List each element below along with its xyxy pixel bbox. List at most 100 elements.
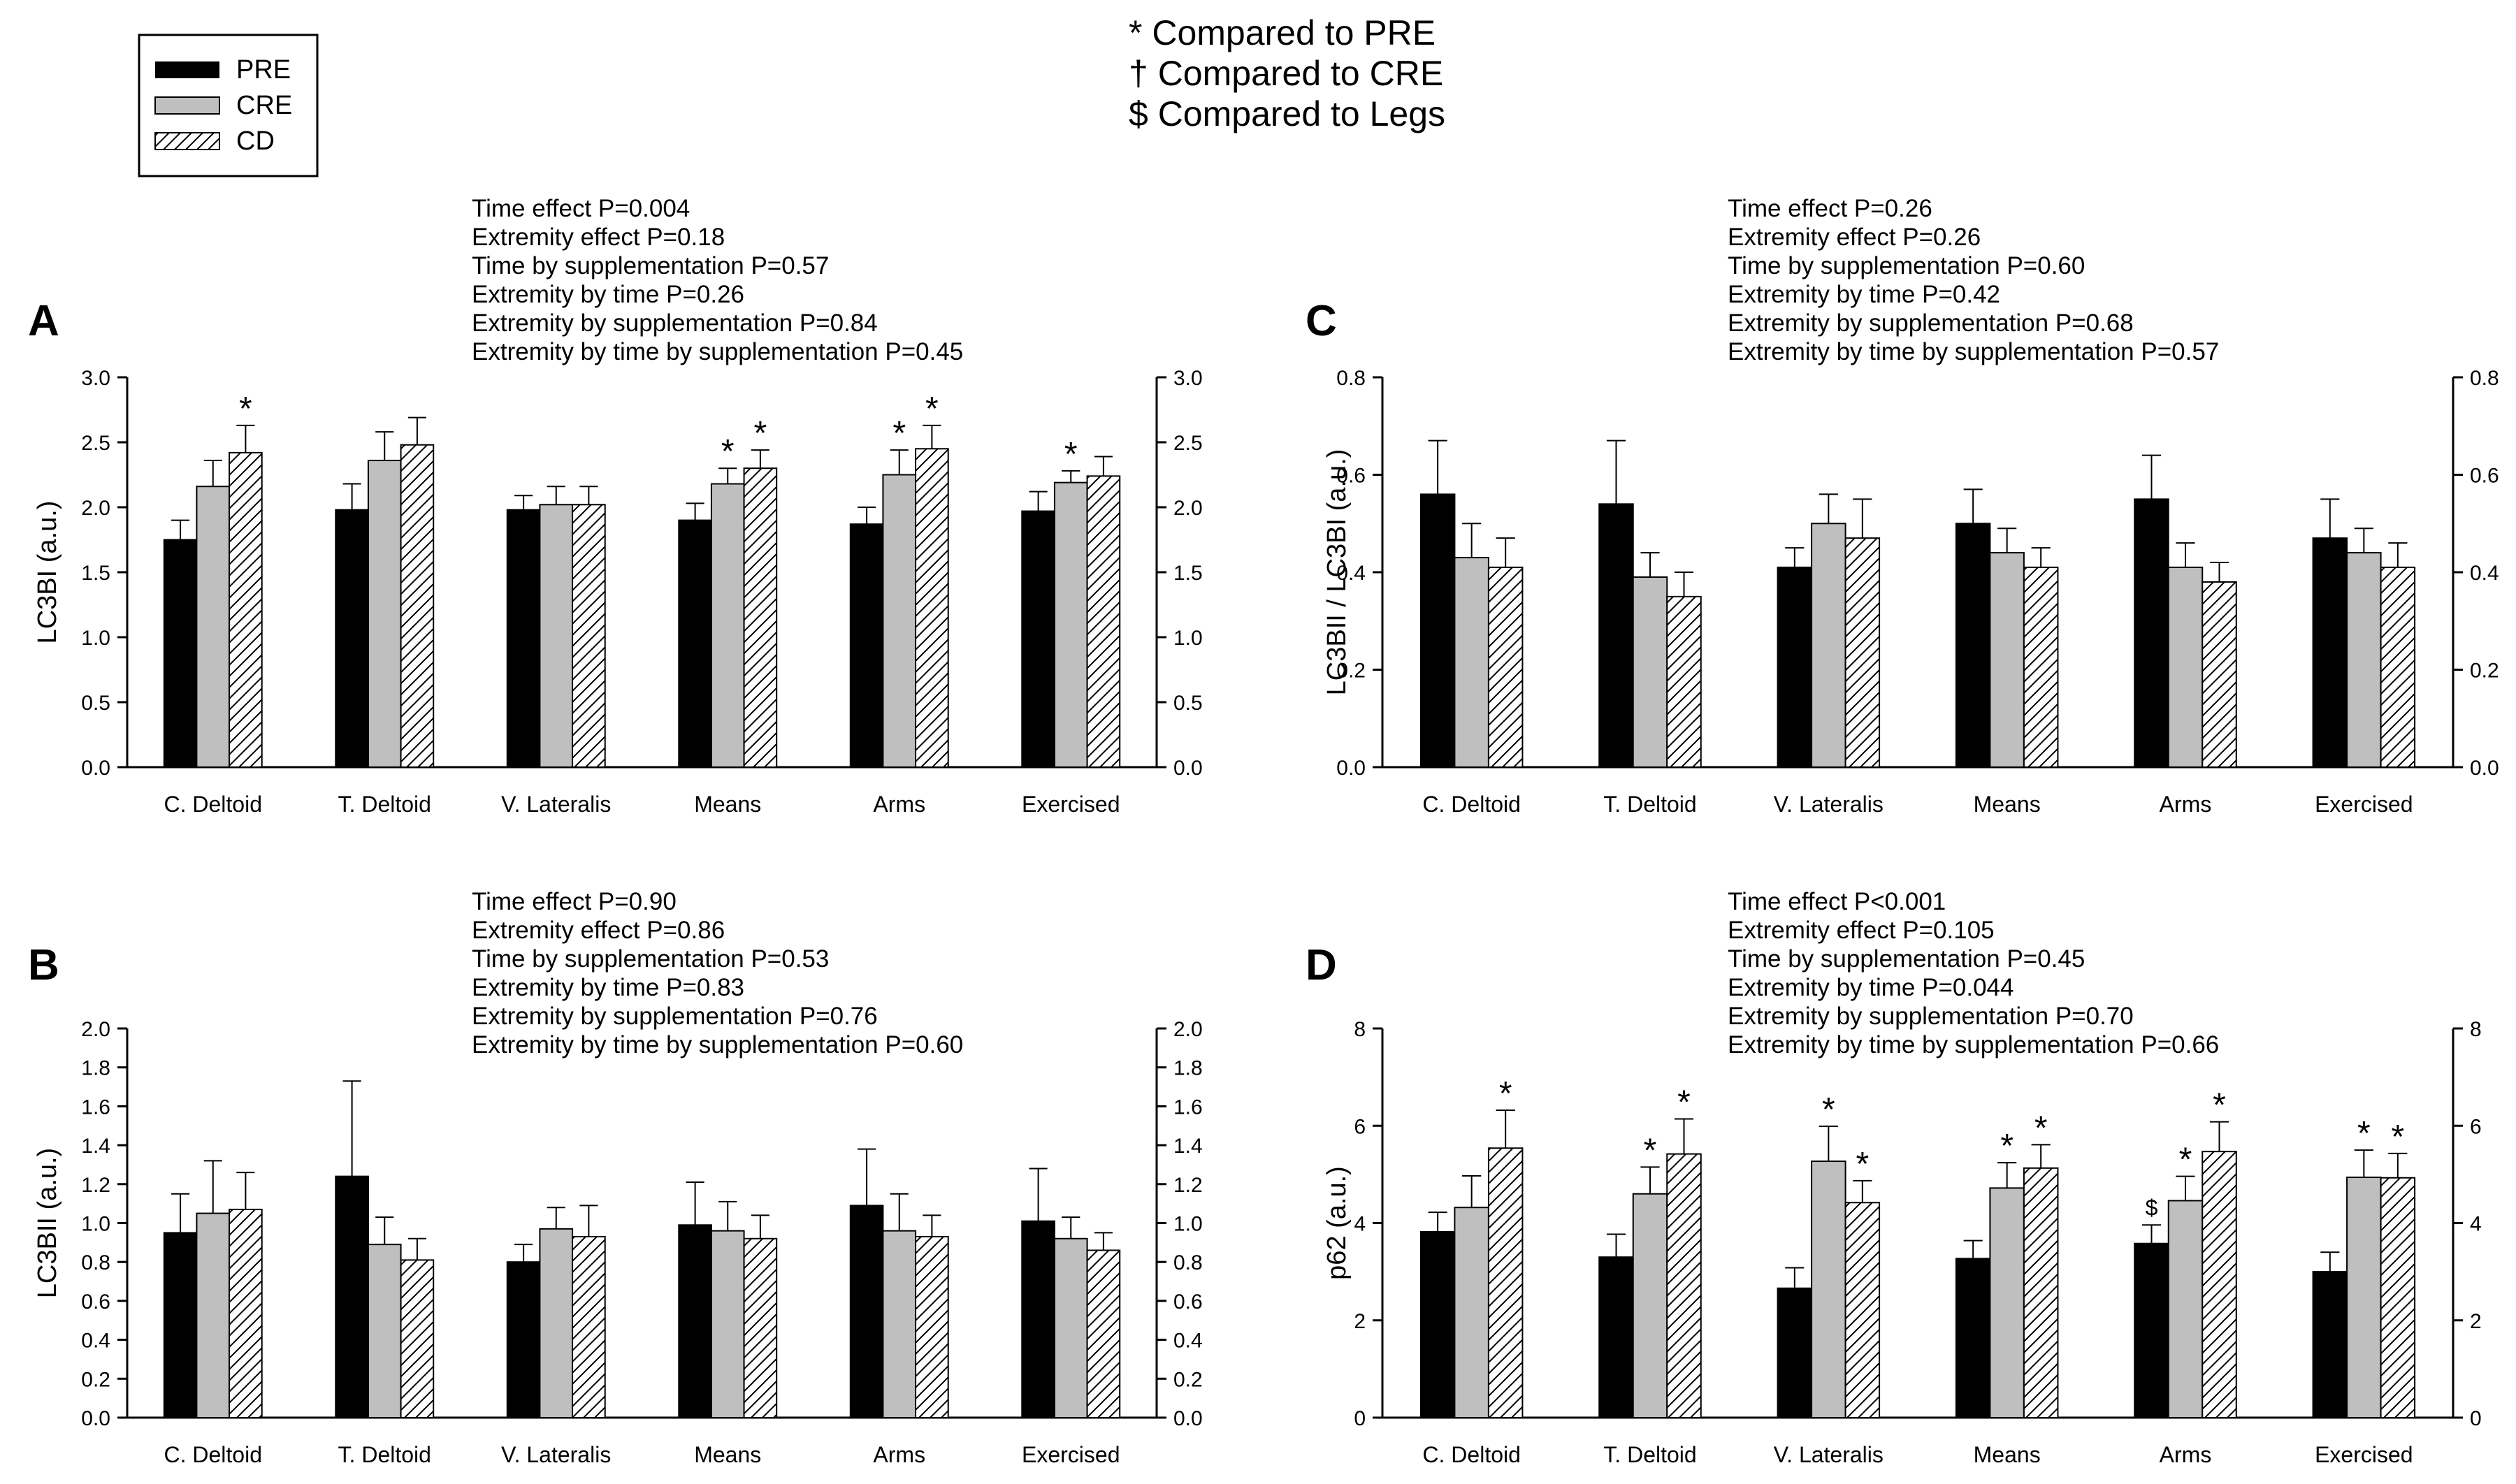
y-tick-label-right: 0.6 [2470, 465, 2499, 488]
category-exercised: * * Exercised [2312, 1115, 2416, 1467]
panel-letter: A [28, 297, 59, 345]
category-c-deltoid: C. Deltoid [163, 1160, 263, 1467]
bar-cd-arms [915, 448, 949, 768]
bar-cd-t-deltoid [1666, 1153, 1702, 1418]
significance-mark: * [1064, 436, 1078, 473]
x-tick-label: Arms [2160, 1442, 2212, 1467]
bar-cre-exercised [2346, 552, 2382, 768]
x-tick-label: Means [1974, 792, 2041, 817]
legend-label-cre: CRE [236, 91, 292, 120]
y-tick-label-right: 0.0 [2470, 757, 2499, 780]
x-tick-label: Arms [873, 792, 925, 817]
y-tick-label-right: 1.8 [1173, 1057, 1203, 1080]
note-pre: * Compared to PRE [1129, 13, 1436, 52]
y-tick-label-right: 0.2 [1173, 1368, 1203, 1391]
bar-pre-c-deltoid [1419, 1231, 1456, 1418]
bar-cd-arms [2202, 1151, 2237, 1418]
y-tick-label-left: 1.0 [81, 1213, 110, 1236]
category-c-deltoid: * C. Deltoid [1419, 1075, 1524, 1467]
y-axis-label: LC3BI (a.u.) [33, 501, 62, 644]
y-tick-label-left: 0.8 [1336, 367, 1366, 390]
bar-pre-c-deltoid [1419, 493, 1456, 769]
bar-cd-c-deltoid [229, 1209, 263, 1418]
y-tick-label-right: 1.5 [1173, 562, 1203, 585]
y-tick-label-right: 0.8 [2470, 367, 2499, 390]
panel-letter: D [1306, 941, 1337, 989]
bar-pre-means [1955, 1258, 1991, 1419]
stats-line: Extremity effect P=0.86 [472, 917, 725, 944]
significance-mark: * [925, 391, 939, 428]
category-means: Means [1955, 488, 2059, 817]
y-tick-label-left: 0.6 [1336, 465, 1366, 488]
bar-pre-exercised [2312, 537, 2348, 768]
bar-pre-arms [2134, 498, 2169, 768]
category-exercised: Exercised [1021, 1167, 1121, 1467]
category-v-lateralis: V. Lateralis [1774, 493, 1884, 817]
stats-line: Extremity by supplementation P=0.70 [1728, 1003, 2134, 1030]
bar-cd-c-deltoid [229, 451, 263, 768]
stats-line: Extremity by supplementation P=0.76 [472, 1003, 878, 1030]
legend-swatch-cd [154, 132, 220, 150]
category-arms: $ * * Arms [2134, 1087, 2237, 1467]
y-tick-label-left: 1.8 [81, 1057, 110, 1080]
category-arms: Arms [849, 1148, 949, 1467]
category-t-deltoid: T. Deltoid [1598, 439, 1702, 817]
significance-mark: * [754, 415, 767, 452]
bar-pre-exercised [2312, 1271, 2348, 1418]
y-tick-label-left: 2.5 [81, 432, 110, 455]
y-tick-label-left: 4 [1354, 1213, 1366, 1236]
category-arms: Arms [2134, 454, 2237, 817]
significance-mark: * [1644, 1132, 1657, 1169]
bar-cd-means [743, 1237, 778, 1419]
y-tick-label-left: 0.5 [81, 692, 110, 715]
bar-cre-means [1989, 1187, 2025, 1418]
bar-cd-c-deltoid [1487, 567, 1524, 769]
bar-cd-exercised [2380, 567, 2416, 769]
significance-mark: * [721, 433, 735, 470]
bar-cd-t-deltoid [400, 444, 435, 768]
stats-line: Extremity by time by supplementation P=0… [1728, 338, 2219, 365]
stats-line: Time by supplementation P=0.60 [1728, 252, 2085, 279]
note-legs: $ Compared to Legs [1129, 94, 1445, 133]
bar-cre-means [710, 483, 745, 769]
x-tick-label: Exercised [1022, 1442, 1120, 1467]
y-tick-label-left: 2.0 [81, 497, 110, 520]
y-tick-label-right: 3.0 [1173, 367, 1203, 390]
x-tick-label: C. Deltoid [164, 792, 263, 817]
y-tick-label-left: 1.5 [81, 562, 110, 585]
y-tick-label-left: 0.8 [81, 1251, 110, 1274]
y-tick-label-left: 1.6 [81, 1096, 110, 1119]
stats-line: Extremity by time P=0.42 [1728, 281, 2000, 308]
category-means: Means [678, 1181, 778, 1467]
stats-line: Extremity by supplementation P=0.84 [472, 310, 878, 337]
y-tick-label-right: 0.6 [1173, 1290, 1203, 1314]
bar-cre-c-deltoid [196, 486, 231, 768]
y-tick-label-left: 0.0 [81, 757, 110, 780]
category-t-deltoid: * * T. Deltoid [1598, 1084, 1702, 1467]
x-tick-label: T. Deltoid [338, 792, 431, 817]
x-tick-label: C. Deltoid [1422, 792, 1521, 817]
x-tick-label: T. Deltoid [338, 1442, 431, 1467]
stats-line: Extremity by supplementation P=0.68 [1728, 310, 2134, 337]
bar-cd-exercised [1086, 1249, 1121, 1418]
bar-cre-c-deltoid [196, 1212, 231, 1418]
bar-cd-v-lateralis [1844, 537, 1881, 768]
x-tick-label: Means [1974, 1442, 2041, 1467]
significance-mark: * [1677, 1084, 1691, 1121]
bar-pre-v-lateralis [1777, 567, 1813, 769]
y-tick-label-right: 0.4 [1173, 1330, 1203, 1353]
bar-cre-arms [882, 474, 917, 768]
category-v-lateralis: V. Lateralis [501, 1205, 611, 1467]
bar-cd-arms [2202, 581, 2237, 768]
y-axis-label: LC3BII (a.u.) [33, 1148, 62, 1298]
y-tick-label-right: 2.5 [1173, 432, 1203, 455]
y-tick-label-left: 0.0 [1336, 757, 1366, 780]
bar-cre-v-lateralis [1811, 523, 1846, 768]
bar-cd-v-lateralis [572, 504, 606, 769]
y-tick-label-right: 0.4 [2470, 562, 2499, 585]
legend-swatch-cre [154, 96, 220, 115]
y-axis-label: LC3BII / LC3BI (a.u.) [1322, 449, 1352, 696]
y-tick-label-left: 0.0 [81, 1407, 110, 1430]
bar-pre-c-deltoid [163, 1232, 198, 1419]
